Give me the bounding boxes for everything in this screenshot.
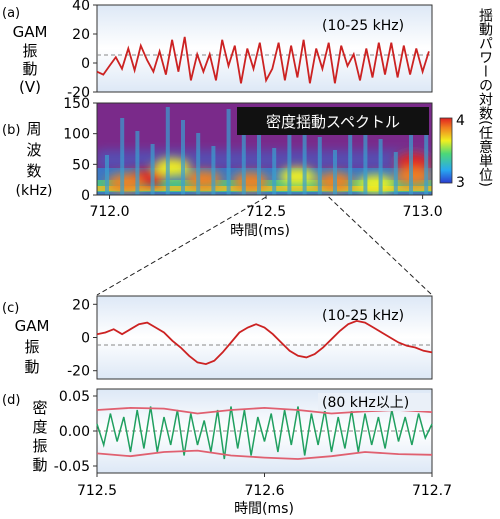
heatmap-streak bbox=[348, 113, 353, 195]
panel-b-ytick-label: 0 bbox=[81, 188, 90, 204]
panel-a-ylabel-line-1: GAM bbox=[13, 23, 48, 41]
panel-a-ytick-label: 40 bbox=[72, 0, 90, 14]
panel-a-annotation: (10-25 kHz) bbox=[322, 18, 404, 34]
panel-d-ylabel-line-2: 度 bbox=[32, 418, 47, 436]
panel-d-annotation-bg bbox=[318, 393, 430, 411]
heatmap-streak bbox=[424, 128, 429, 195]
panel-a-ytick-label: 20 bbox=[72, 27, 90, 43]
panel-a-ytick-label: 0 bbox=[81, 56, 90, 72]
heatmap-streak bbox=[302, 124, 307, 195]
heatmap-streak bbox=[333, 150, 337, 195]
heatmap-streak bbox=[105, 155, 109, 195]
panel-a-ylabel-line-4: (V) bbox=[19, 78, 41, 96]
heatmap-streak bbox=[120, 118, 125, 195]
panel-b-plot-frame bbox=[96, 102, 433, 196]
heatmap-streak bbox=[211, 146, 216, 195]
panel-b-ytick-label: 150 bbox=[63, 96, 90, 112]
heatmap-streak bbox=[378, 139, 383, 195]
panel-d-xtick-label: 712.7 bbox=[412, 483, 452, 499]
colorbar-label: 揺動パワーの対数(任意単位) bbox=[477, 8, 493, 187]
panel-b-ytick-label: 100 bbox=[63, 127, 90, 143]
panel-d-density-line bbox=[96, 406, 433, 460]
heatmap-streak bbox=[181, 120, 185, 195]
panel-a-ylabel-line-2: 振 bbox=[22, 42, 37, 60]
panel-d-ytick-label: 0.05 bbox=[59, 389, 90, 405]
colorbar-tick-3: 3 bbox=[456, 175, 465, 191]
panel-b-xtick-label: 712.0 bbox=[89, 204, 129, 220]
panel-d-lower-envelope bbox=[96, 449, 433, 460]
heatmap-blob bbox=[185, 170, 222, 189]
heatmap-blob bbox=[357, 174, 394, 193]
panel-c: (c) (10-25 kHz) GAM 振 動 20 0 -20 bbox=[2, 295, 433, 380]
panel-a-series-line bbox=[96, 36, 430, 84]
panel-a-ylabel-line-3: 動 bbox=[22, 60, 37, 78]
panel-d-ylabel-line-4: 動 bbox=[32, 456, 47, 474]
panel-d-xtick-label: 712.5 bbox=[77, 483, 117, 499]
heatmap-streak bbox=[363, 126, 368, 195]
panel-a: (a) (10-25 kHz) GAM 振 動 (V) 40 20 0 -20 bbox=[2, 0, 433, 101]
panel-b-xlabel: 時間(ms) bbox=[230, 223, 290, 239]
panel-c-label: (c) bbox=[2, 301, 19, 316]
heatmap-streak bbox=[287, 111, 292, 195]
heatmap-blob bbox=[232, 172, 269, 191]
panel-b-xtick-label: 712.5 bbox=[246, 204, 286, 220]
panel-d-label: (d) bbox=[2, 393, 20, 408]
panel-d-ylabel-line-3: 振 bbox=[32, 437, 47, 455]
heatmap-blob bbox=[395, 167, 432, 186]
zoom-connectors bbox=[96, 196, 433, 296]
panel-d: (d) (80 kHz以上) 密 度 振 動 0.05 0.00 -0.05 712… bbox=[2, 388, 452, 517]
panel-b-ylabel-line-2: 波 bbox=[26, 141, 41, 159]
panel-b-ytick-label: 50 bbox=[72, 157, 90, 173]
heatmap-blob bbox=[107, 173, 144, 192]
panel-a-ytick-label: -20 bbox=[67, 85, 90, 101]
panel-b-ylabel-line-1: 周 bbox=[26, 120, 41, 138]
heatmap-streak bbox=[196, 133, 201, 195]
panel-b: 密度揺動スペクトル (b) 周 波 数 (kHz) 150 100 50 0 712.… bbox=[2, 8, 493, 239]
panel-d-annotation: (80 kHz以上) bbox=[322, 395, 409, 411]
panel-c-ytick-label: 0 bbox=[81, 331, 90, 347]
colorbar-tick-4: 4 bbox=[456, 113, 465, 129]
panel-b-title: 密度揺動スペクトル bbox=[266, 113, 400, 131]
panel-a-label: (a) bbox=[2, 6, 20, 21]
panel-c-ytick-label: -20 bbox=[67, 364, 90, 380]
panel-d-ylabel-line-1: 密 bbox=[32, 399, 47, 417]
heatmap-blob bbox=[395, 152, 432, 171]
panel-d-xtick-label: 712.6 bbox=[244, 483, 284, 499]
heatmap-streak bbox=[393, 152, 398, 195]
panel-b-title-box bbox=[237, 107, 429, 135]
panel-c-ytick-label: 20 bbox=[72, 297, 90, 313]
panel-c-series-line bbox=[96, 319, 433, 366]
heatmap-streak bbox=[317, 137, 322, 195]
heatmap-streak bbox=[241, 122, 246, 195]
panel-d-ytick-label: 0.00 bbox=[59, 424, 90, 440]
panel-b-ylabel-line-4: (kHz) bbox=[16, 183, 53, 199]
heatmap-streak bbox=[226, 109, 231, 195]
panel-b-label: (b) bbox=[2, 123, 20, 138]
panel-d-ytick-label: -0.05 bbox=[54, 459, 90, 475]
panel-c-ylabel-line-1: GAM bbox=[15, 317, 50, 335]
heatmap-streak bbox=[257, 135, 261, 195]
colorbar bbox=[439, 117, 453, 184]
panel-d-xlabel: 時間(ms) bbox=[234, 501, 294, 517]
panel-b-xtick-label: 713.0 bbox=[403, 204, 443, 220]
heatmap-streak bbox=[135, 131, 140, 195]
panel-b-ylabel-line-3: 数 bbox=[26, 162, 41, 180]
panel-a-plot-area bbox=[96, 4, 433, 93]
panel-c-ylabel-line-3: 動 bbox=[24, 358, 39, 376]
heatmap-blob bbox=[279, 167, 316, 186]
heatmap-streak bbox=[150, 144, 155, 195]
panel-c-ylabel-line-2: 振 bbox=[24, 338, 39, 356]
heatmap-streak bbox=[165, 107, 170, 195]
heatmap-streak bbox=[409, 115, 413, 195]
panel-c-annotation: (10-25 kHz) bbox=[322, 308, 404, 324]
heatmap-streak bbox=[272, 148, 277, 195]
